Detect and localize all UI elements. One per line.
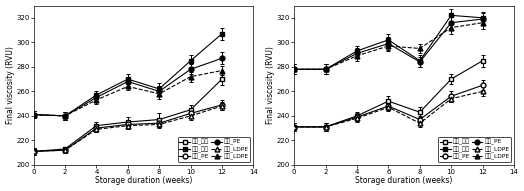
Y-axis label: Final viscosity (RVU): Final viscosity (RVU) xyxy=(266,46,275,124)
Legend: 건식_종이, 습식_종이, 건식_PE, 습식_PE, 건식_LDPE, 습식_LDPE: 건식_종이, 습식_종이, 건식_PE, 습식_PE, 건식_LDPE, 습식_… xyxy=(178,137,250,162)
Y-axis label: Final viscosity (RVU): Final viscosity (RVU) xyxy=(6,46,15,124)
Legend: 건식_종이, 습식_종이, 건식_PE, 습식_PE, 건식_LDPE, 습식_LDPE: 건식_종이, 습식_종이, 건식_PE, 습식_PE, 건식_LDPE, 습식_… xyxy=(438,137,511,162)
X-axis label: Storage duration (weeks): Storage duration (weeks) xyxy=(95,176,192,185)
X-axis label: Storage duration (weeks): Storage duration (weeks) xyxy=(355,176,453,185)
